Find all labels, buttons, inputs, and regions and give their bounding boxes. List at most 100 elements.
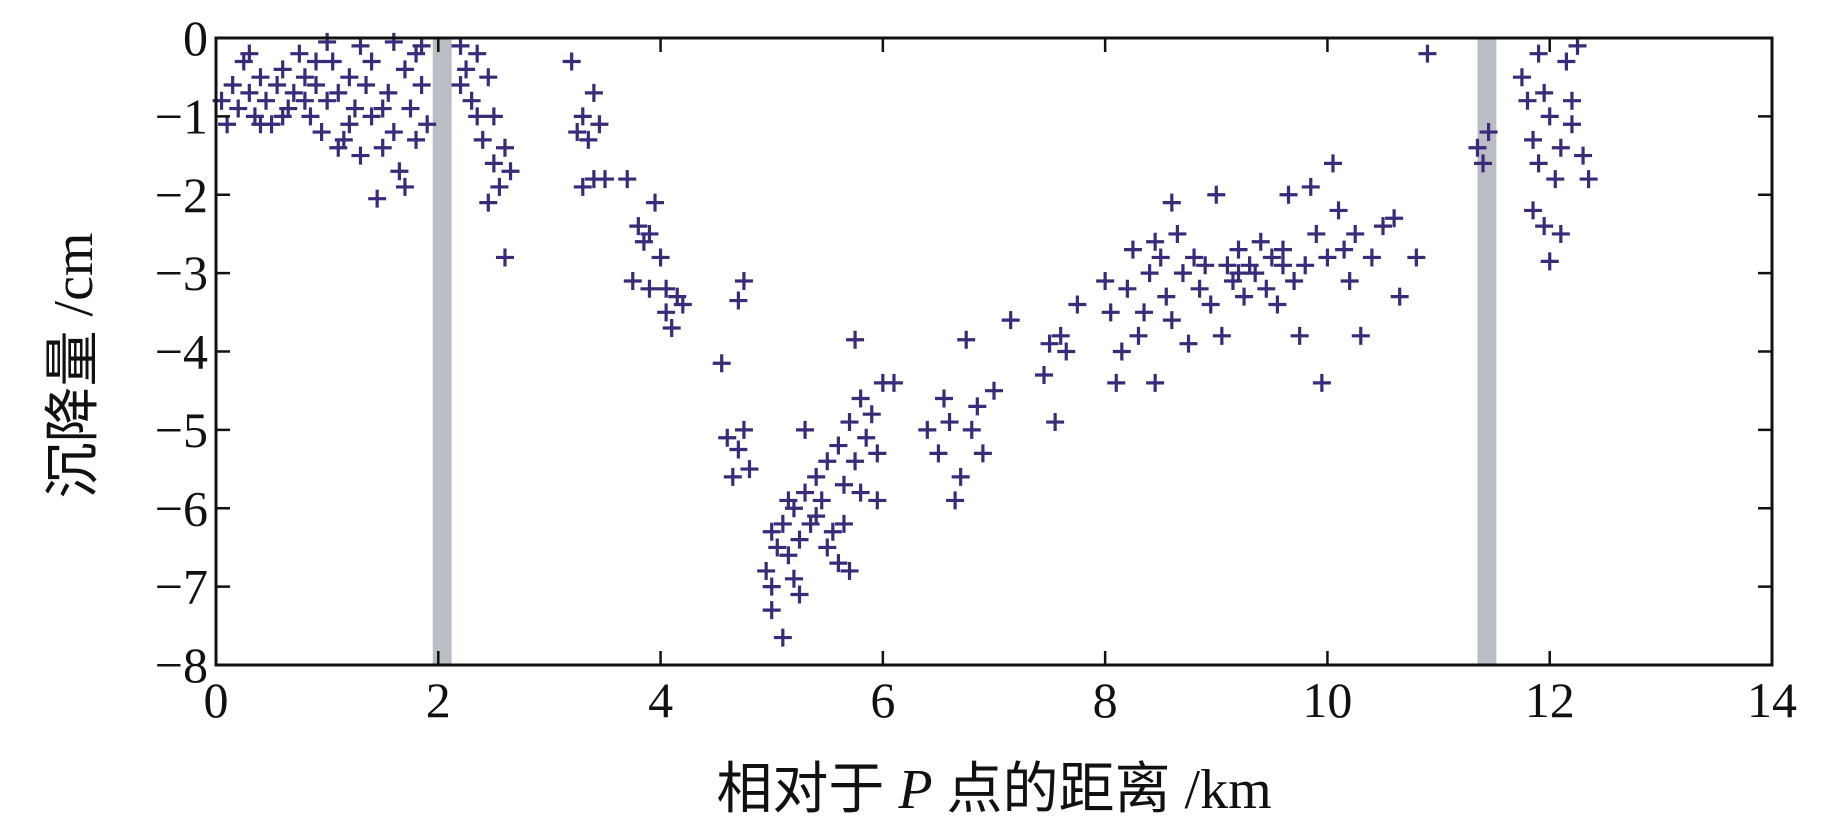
data-point xyxy=(1546,170,1565,189)
data-point xyxy=(884,373,903,392)
data-point xyxy=(573,107,592,126)
data-point xyxy=(290,44,309,63)
data-point xyxy=(796,420,815,439)
data-point xyxy=(868,491,887,510)
data-point xyxy=(1318,248,1337,267)
data-point xyxy=(846,330,865,349)
data-point xyxy=(351,146,370,165)
shaded-band-1 xyxy=(1477,38,1497,665)
data-point xyxy=(584,83,603,102)
data-point xyxy=(384,32,403,51)
data-point xyxy=(1201,295,1220,314)
data-point xyxy=(329,138,348,157)
data-point xyxy=(484,154,503,173)
data-point xyxy=(957,330,976,349)
data-point xyxy=(1190,279,1209,298)
data-point xyxy=(1196,256,1215,275)
data-point xyxy=(373,138,392,157)
data-point xyxy=(295,91,314,110)
data-point xyxy=(1346,224,1365,243)
data-point xyxy=(1146,373,1165,392)
data-point xyxy=(479,193,498,212)
y-tick-label: −4 xyxy=(155,324,208,380)
x-axis-label: 相对于 P 点的距离 /km xyxy=(716,759,1271,821)
data-point xyxy=(1418,44,1437,63)
data-point xyxy=(1046,413,1065,432)
data-point xyxy=(1551,224,1570,243)
data-point xyxy=(1157,287,1176,306)
data-point xyxy=(329,83,348,102)
x-tick-label: 10 xyxy=(1302,672,1352,728)
data-point xyxy=(1212,326,1231,345)
data-point xyxy=(762,522,781,541)
data-point xyxy=(868,444,887,463)
x-axis-label-suffix: 点的距离 /km xyxy=(933,759,1272,821)
x-tick-label: 6 xyxy=(870,672,895,728)
data-point xyxy=(1390,287,1409,306)
data-point xyxy=(1096,271,1115,290)
data-point xyxy=(384,123,403,142)
data-point xyxy=(395,60,414,79)
data-point xyxy=(846,452,865,471)
data-point xyxy=(1290,326,1309,345)
data-point xyxy=(345,99,364,118)
data-point xyxy=(851,483,870,502)
data-point xyxy=(857,428,876,447)
data-point xyxy=(796,483,815,502)
data-point xyxy=(240,83,259,102)
data-point xyxy=(1118,279,1137,298)
axis-ticks xyxy=(214,36,1774,667)
data-point xyxy=(312,123,331,142)
data-point xyxy=(395,177,414,196)
data-point xyxy=(1568,36,1587,55)
data-point xyxy=(1329,201,1348,220)
data-point xyxy=(1512,68,1531,87)
x-tick-label: 12 xyxy=(1525,672,1575,728)
data-point xyxy=(1140,264,1159,283)
y-tick-labels: 0 −1 −2 −3 −4 −5 −6 −7 −8 xyxy=(155,10,208,693)
data-point xyxy=(301,107,320,126)
data-point xyxy=(596,170,614,189)
data-point xyxy=(812,491,831,510)
data-point xyxy=(473,130,492,149)
data-point xyxy=(1040,334,1059,353)
data-point xyxy=(1529,44,1548,63)
data-point xyxy=(362,52,381,71)
data-point xyxy=(462,91,481,110)
data-point xyxy=(1323,154,1342,173)
x-tick-label: 8 xyxy=(1093,672,1118,728)
y-tick-label: −1 xyxy=(155,88,208,144)
data-point xyxy=(1551,138,1570,157)
y-tick-label: −2 xyxy=(155,167,208,223)
data-point xyxy=(829,436,848,455)
data-point xyxy=(223,76,242,95)
data-point xyxy=(840,561,859,580)
data-point xyxy=(657,303,676,322)
data-point xyxy=(351,36,370,55)
data-point xyxy=(918,420,937,439)
data-point xyxy=(1146,232,1165,251)
data-point xyxy=(1229,240,1248,259)
data-point xyxy=(962,420,981,439)
data-point xyxy=(229,99,248,118)
data-point xyxy=(362,107,381,126)
data-point xyxy=(762,577,781,596)
data-point xyxy=(1257,279,1276,298)
data-point xyxy=(757,561,776,580)
data-point xyxy=(240,44,259,63)
data-point xyxy=(829,554,848,573)
y-tick-label: −3 xyxy=(155,245,208,301)
data-point xyxy=(718,428,737,447)
x-tick-label: 0 xyxy=(204,672,229,728)
x-tick-label: 2 xyxy=(426,672,451,728)
data-point xyxy=(1162,311,1181,330)
data-point xyxy=(1524,130,1543,149)
data-point xyxy=(451,76,470,95)
data-point xyxy=(1107,373,1126,392)
data-point xyxy=(640,224,659,243)
data-point xyxy=(1057,342,1076,361)
data-point xyxy=(1129,326,1148,345)
data-point xyxy=(1101,303,1120,322)
data-point xyxy=(1301,177,1320,196)
data-point xyxy=(840,413,859,432)
